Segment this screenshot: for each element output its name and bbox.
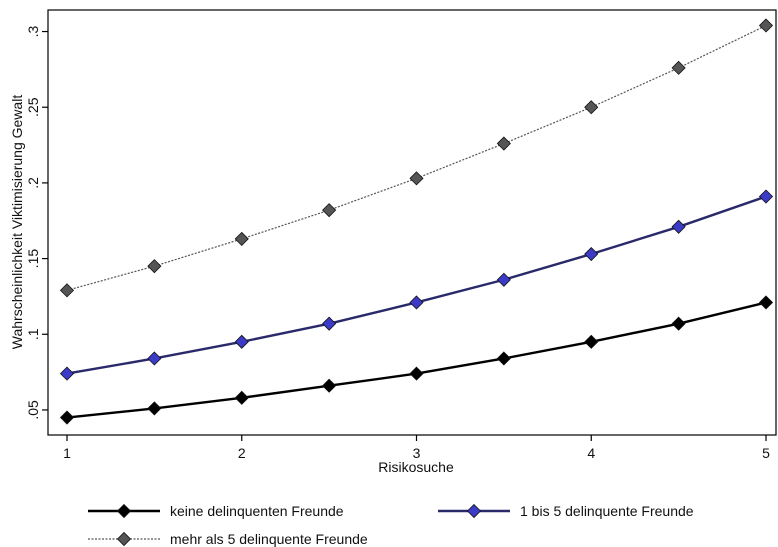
data-point — [147, 351, 162, 366]
plot-frame — [47, 9, 777, 436]
data-point — [496, 136, 511, 151]
data-point — [409, 366, 424, 381]
data-point — [758, 189, 774, 204]
data-point — [496, 272, 511, 287]
x-tick-label: 5 — [762, 445, 770, 461]
y-axis-title: Wahrscheinlichkeit Viktimisierung Gewalt — [9, 95, 25, 350]
legend-item: 1 bis 5 delinquente Freunde — [438, 503, 694, 519]
x-axis: 1 2 3 4 5 — [63, 435, 770, 461]
y-axis: .05 .1 .15 .2 .25 .3 — [25, 25, 48, 420]
series-line — [66, 24, 767, 291]
data-point — [234, 231, 249, 246]
x-tick-label: 4 — [587, 445, 595, 461]
legend-marker — [116, 531, 132, 547]
series-2 — [59, 189, 774, 381]
data-point — [322, 378, 337, 393]
x-tick-label: 3 — [413, 445, 421, 461]
legend-marker — [466, 503, 482, 519]
x-tick-label: 2 — [238, 445, 246, 461]
legend-label: mehr als 5 delinquente Freunde — [170, 531, 368, 547]
data-point — [59, 410, 75, 425]
data-point — [758, 18, 774, 33]
x-tick-label: 1 — [63, 445, 71, 461]
data-point — [234, 334, 249, 349]
y-tick-label: .25 — [25, 97, 41, 117]
y-tick-label: .1 — [25, 328, 41, 340]
legend-marker — [116, 503, 132, 519]
series-3 — [59, 18, 774, 298]
series-layer — [59, 18, 774, 425]
data-point — [147, 401, 162, 416]
legend-label: 1 bis 5 delinquente Freunde — [520, 503, 694, 519]
data-point — [234, 390, 249, 405]
data-point — [59, 283, 75, 298]
y-tick-label: .2 — [25, 177, 41, 189]
x-axis-title: Risikosuche — [378, 459, 454, 475]
data-point — [59, 366, 75, 381]
y-tick-label: .3 — [25, 25, 41, 37]
legend-item: mehr als 5 delinquente Freunde — [88, 531, 368, 547]
data-point — [322, 316, 337, 331]
data-point — [671, 219, 686, 234]
data-point — [584, 100, 599, 115]
data-point — [147, 259, 162, 274]
data-point — [322, 203, 337, 218]
data-point — [584, 246, 599, 262]
data-point — [409, 295, 424, 310]
data-point — [758, 295, 774, 310]
data-point — [584, 334, 599, 349]
y-tick-label: .05 — [25, 400, 41, 420]
data-point — [409, 171, 424, 186]
data-point — [671, 316, 686, 331]
legend-label: keine delinquenten Freunde — [170, 503, 344, 519]
legend-item: keine delinquenten Freunde — [88, 503, 344, 519]
data-point — [671, 60, 686, 75]
series-1 — [59, 295, 774, 425]
data-point — [496, 351, 511, 366]
y-tick-label: .15 — [25, 249, 41, 269]
legend: keine delinquenten Freunde 1 bis 5 delinq… — [88, 503, 694, 547]
